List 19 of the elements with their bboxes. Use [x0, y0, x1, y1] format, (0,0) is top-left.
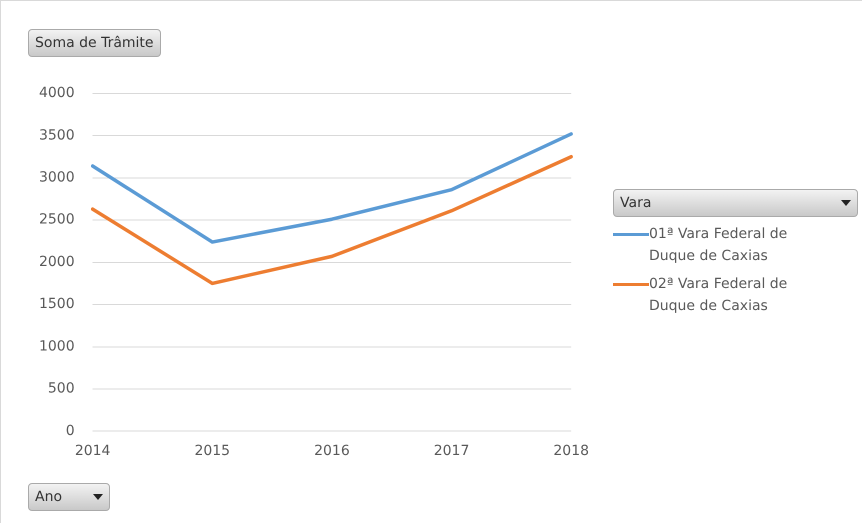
legend-title: Vara: [620, 195, 652, 211]
y-tick-label: 1000: [38, 338, 75, 354]
x-tick-label: 2015: [194, 443, 230, 460]
y-tick-label: 3500: [38, 127, 75, 144]
x-tick-label: 2018: [553, 443, 590, 460]
y-tick-label: 500: [48, 380, 75, 397]
x-axis-title: Ano: [35, 489, 62, 505]
legend-label: 02ª Vara Federal de Duque de Caxias: [649, 275, 788, 316]
legend-label: 01ª Vara Federal de Duque de Caxias: [649, 225, 788, 266]
y-tick-label: 3000: [38, 169, 75, 186]
y-tick-label: 2000: [38, 254, 75, 270]
x-tick-label: 2014: [74, 443, 111, 460]
y-tick-label: 2500: [38, 212, 75, 228]
y-tick-label: 1500: [38, 296, 75, 312]
y-tick-label: 0: [66, 422, 75, 439]
x-tick-label: 2017: [434, 443, 470, 460]
y-axis-title: Soma de Trâmite: [35, 35, 154, 51]
x-tick-label: 2016: [314, 443, 350, 460]
y-tick-label: 4000: [38, 85, 75, 102]
